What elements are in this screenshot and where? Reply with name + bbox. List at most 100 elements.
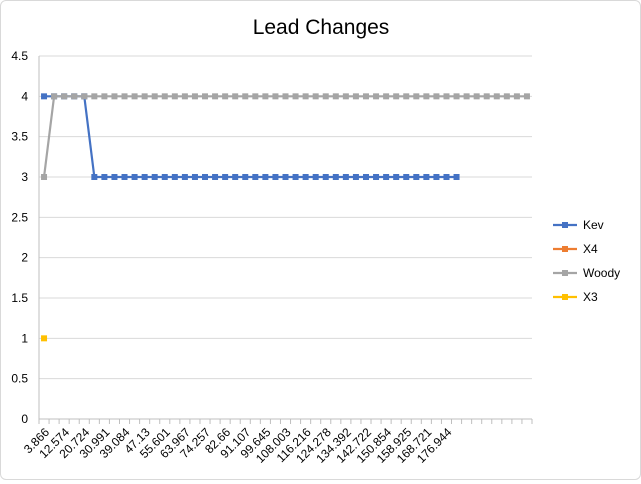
data-point-woody [71,93,78,100]
data-point-woody [181,93,188,100]
data-point-kev [403,174,410,180]
data-point-woody [121,93,128,100]
data-point-kev [161,174,168,180]
data-point-woody [101,93,108,100]
y-tick-label: 2.5 [11,210,28,224]
data-point-woody [423,93,430,100]
data-point-woody [202,93,209,100]
data-point-woody [523,93,530,100]
data-point-woody [272,93,279,100]
data-point-kev [413,174,420,180]
data-point-kev [171,174,178,180]
data-point-woody [312,93,319,100]
data-point-woody [222,93,229,100]
data-point-woody [503,93,510,100]
data-point-woody [151,93,158,100]
data-point-kev [282,174,289,180]
legend-label-woody: Woody [583,266,620,280]
legend-label-kev: Kev [583,218,604,232]
data-point-woody [383,93,390,100]
data-point-woody [373,93,380,100]
data-point-woody [393,93,400,100]
legend-marker-woody [562,270,568,276]
legend: Kev X4 Woody X3 [553,218,620,304]
series-layer [41,93,530,342]
data-point-kev [151,174,158,180]
data-point-kev [292,174,299,180]
data-point-woody [212,93,219,100]
data-point-woody [111,93,118,100]
data-point-kev [272,174,279,180]
data-point-kev [121,174,128,180]
legend-label-x4: X4 [583,242,598,256]
data-point-kev [433,174,440,180]
data-point-woody [362,93,369,100]
y-tick-label: 0 [21,412,28,426]
data-point-woody [282,93,289,100]
chart-title: Lead Changes [253,16,390,39]
data-point-kev [393,174,400,180]
data-point-woody [403,93,410,100]
data-point-kev [252,174,259,180]
data-point-woody [191,93,198,100]
data-point-kev [242,174,249,180]
data-point-woody [292,93,299,100]
data-point-kev [383,174,390,180]
y-tick-label: 3.5 [11,130,28,144]
data-point-kev [181,174,188,180]
data-point-kev [141,174,148,180]
data-point-woody [262,93,269,100]
data-point-kev [212,174,219,180]
data-point-kev [111,174,118,180]
data-point-kev [373,174,380,180]
data-point-woody [91,93,98,100]
data-point-woody [463,93,470,100]
data-point-kev [302,174,309,180]
legend-marker-x4 [562,246,568,252]
y-axis: 0 0.5 1 1.5 2 2.5 3 3.5 4 4.5 [11,49,40,426]
data-point-woody [453,93,460,100]
data-point-kev [443,174,450,180]
data-point-kev [232,174,239,180]
data-point-kev [131,174,138,180]
y-tick-label: 1.5 [11,291,28,305]
data-point-kev [332,174,339,180]
data-point-kev [222,174,229,180]
data-point-woody [342,93,349,100]
data-point-woody [433,93,440,100]
data-point-kev [312,174,319,180]
data-point-woody [352,93,359,100]
y-tick-label: 4 [21,89,28,103]
gridlines [39,55,532,380]
data-point-woody [81,93,88,100]
data-point-kev [352,174,359,180]
y-tick-label: 3 [21,170,28,184]
data-point-woody [493,93,500,100]
data-point-kev [262,174,269,180]
data-point-kev [322,174,329,180]
data-point-woody [141,93,148,100]
data-point-woody [302,93,309,100]
data-point-x3 [41,335,48,342]
legend-marker-kev [562,222,568,228]
x-axis: 3.86612.57420.72430.99139.08447.1355.601… [21,418,533,466]
y-tick-label: 4.5 [11,49,28,63]
data-point-kev [91,174,98,180]
data-point-kev [453,174,460,180]
data-point-woody [322,93,329,100]
data-point-woody [513,93,520,100]
data-point-woody [61,93,68,100]
data-point-woody [332,93,339,100]
data-point-kev [423,174,430,180]
data-point-kev [101,174,108,180]
data-point-woody [51,93,58,100]
y-tick-label: 2 [21,251,28,265]
data-point-woody [242,93,249,100]
data-point-kev [41,93,48,100]
data-point-woody [483,93,490,100]
data-point-woody [41,174,48,180]
data-point-woody [131,93,138,100]
data-point-kev [191,174,198,180]
